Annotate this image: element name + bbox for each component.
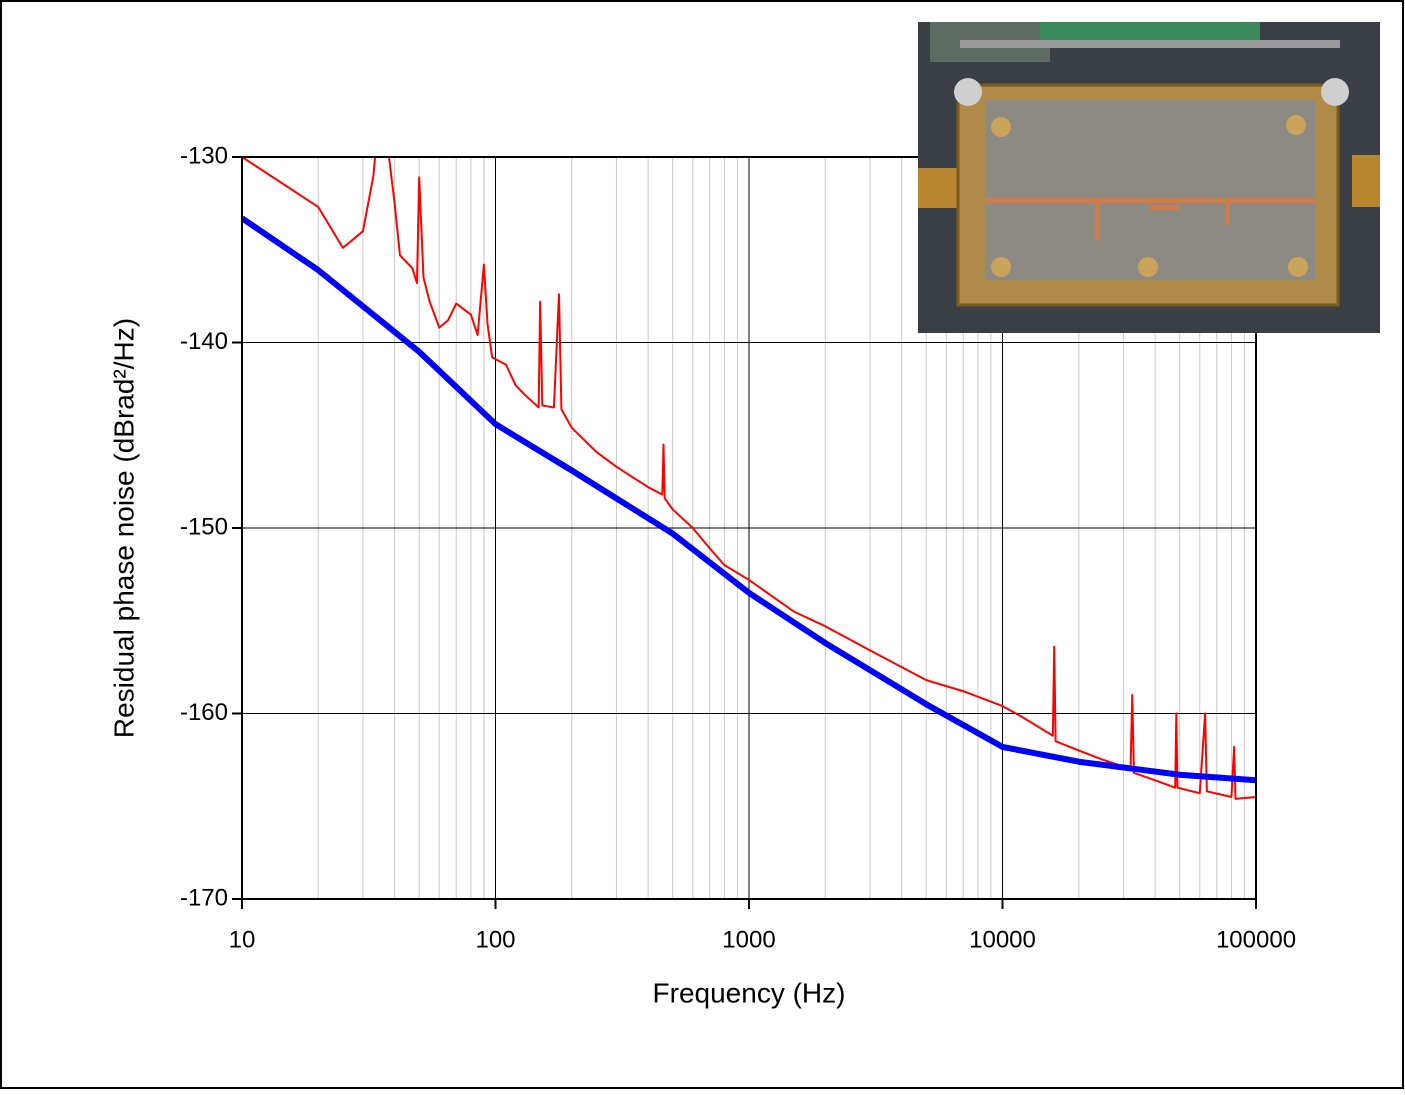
y-tick-label: -130 bbox=[180, 142, 228, 169]
series-line bbox=[242, 215, 1256, 784]
photo-components bbox=[1040, 22, 1260, 40]
y-tick-label: -160 bbox=[180, 699, 228, 726]
photo-lug bbox=[1321, 78, 1349, 106]
photo-trace bbox=[985, 198, 1315, 203]
photo-screw bbox=[1138, 257, 1158, 277]
y-tick-label: -150 bbox=[180, 513, 228, 540]
x-tick-label: 100000 bbox=[1216, 926, 1296, 953]
x-tick-label: 100 bbox=[475, 926, 515, 953]
photo-lug bbox=[954, 78, 982, 106]
photo-connector bbox=[1352, 155, 1380, 207]
x-tick-label: 10000 bbox=[969, 926, 1036, 953]
photo-screw bbox=[1286, 115, 1306, 135]
photo-screw bbox=[1288, 257, 1308, 277]
y-tick-label: -140 bbox=[180, 328, 228, 355]
photo-trace bbox=[1095, 200, 1100, 240]
y-tick-label: -170 bbox=[180, 884, 228, 911]
photo-pcb bbox=[985, 100, 1315, 280]
x-tick-label: 10 bbox=[229, 926, 256, 953]
inset-photo bbox=[918, 22, 1380, 333]
photo-trace bbox=[1225, 200, 1230, 225]
plot-area: 10 100 1000 10000 100000 -170 -160 -150 -140 -130 bbox=[180, 142, 1296, 953]
x-axis-label: Frequency (Hz) bbox=[653, 977, 846, 1008]
photo-screw bbox=[991, 257, 1011, 277]
photo-connector bbox=[918, 168, 963, 208]
plot-frame bbox=[241, 156, 1257, 900]
x-tick-label: 1000 bbox=[722, 926, 775, 953]
photo-wire bbox=[960, 40, 1340, 48]
photo-screw bbox=[991, 117, 1011, 137]
series-line bbox=[242, 157, 1256, 800]
photo-trace bbox=[1150, 205, 1180, 210]
y-axis-label: Residual phase noise (dBrad²/Hz) bbox=[108, 318, 139, 738]
